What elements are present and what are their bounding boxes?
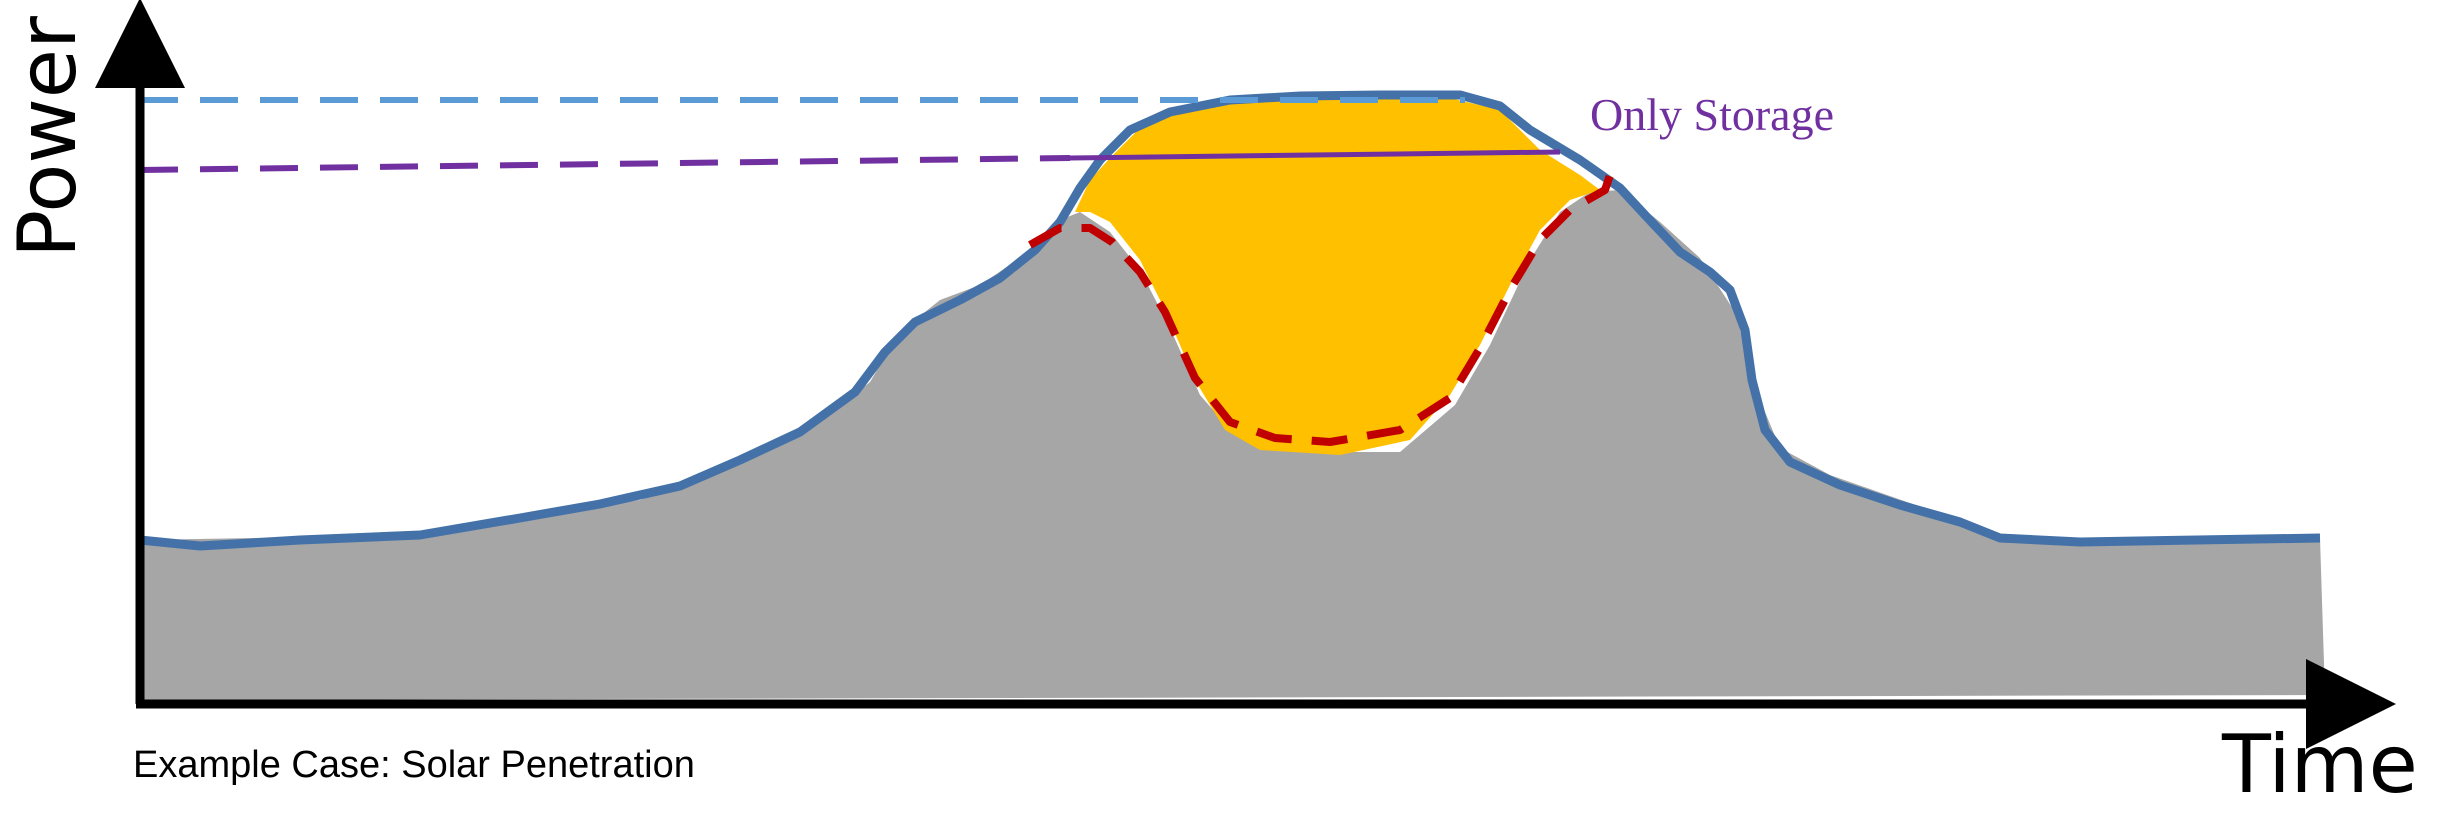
net-demand-dashed-line: [1028, 173, 1614, 446]
original-demand-line: [139, 90, 2321, 551]
storage-threshold-dashed-line: [139, 155, 1071, 173]
x-axis-title: Time: [2222, 718, 2418, 811]
net-load-area: [140, 190, 2325, 700]
only-storage-label: Only Storage: [1590, 89, 1835, 140]
storage-threshold-solid-line: [1069, 149, 1561, 161]
solar-reduction-area: [1075, 98, 1600, 455]
y-axis-title: Power: [1, 16, 94, 258]
caption: Example Case: Solar Penetration: [133, 744, 695, 786]
